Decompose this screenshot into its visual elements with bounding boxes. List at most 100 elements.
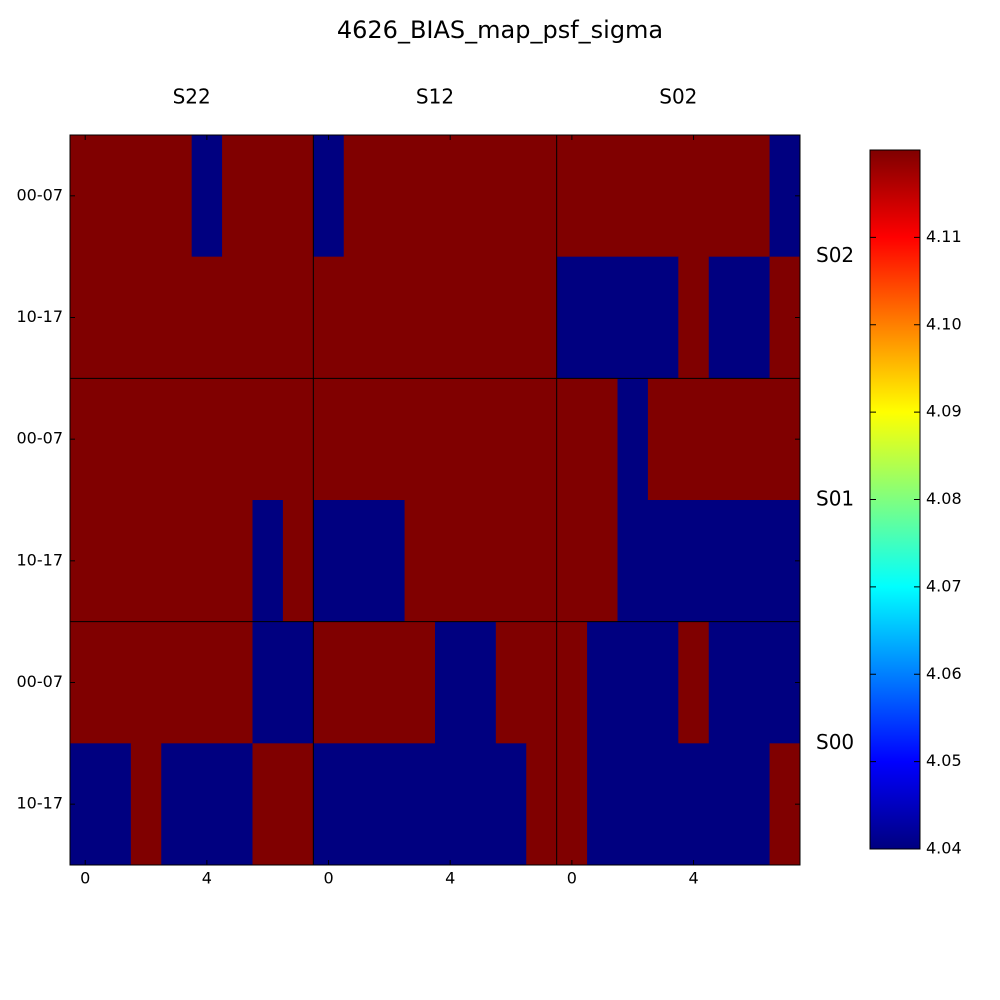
column-group-label: S12 [416,85,454,109]
colorbar-tick-label: 4.04 [926,839,962,858]
cell [161,256,193,379]
cell [739,378,771,501]
cell [526,743,558,866]
cell [100,500,132,623]
cell [556,378,588,501]
cell [435,378,466,501]
cell [617,500,649,623]
cell [161,621,193,744]
cell [465,500,497,623]
cell [313,621,345,744]
cell [313,500,345,623]
cell [252,621,284,744]
cell [130,135,162,258]
cell [161,743,193,866]
cell [282,500,314,623]
cell [708,256,740,379]
cell [647,621,679,744]
cell [374,500,406,623]
cell [252,743,284,866]
cell [587,256,618,379]
y-tick-label: 10-17 [17,794,64,813]
cell [495,743,527,866]
colorbar-tick-label: 4.07 [926,576,962,595]
cell [222,135,253,258]
cell [495,378,527,501]
row-group-label: S01 [816,487,854,511]
cell [343,500,375,623]
cell [252,378,284,501]
cell [161,135,193,258]
cell [404,378,436,501]
cell [556,135,588,258]
colorbar-tick-label: 4.05 [926,751,962,770]
row-group-label: S00 [816,730,854,754]
cell [465,378,497,501]
cell [282,621,314,744]
x-tick-label: 0 [567,869,577,888]
cell [161,378,193,501]
cell [617,256,649,379]
cell [313,378,345,501]
cell [191,500,223,623]
cell [708,743,740,866]
cell [130,621,162,744]
cell [556,743,588,866]
cell [343,378,375,501]
cell [587,621,618,744]
cell [191,378,223,501]
cell [556,256,588,379]
x-tick-label: 4 [202,869,212,888]
cell [374,743,406,866]
cell [617,621,649,744]
cell [191,256,223,379]
cell [678,378,710,501]
y-tick-label: 10-17 [17,307,64,326]
cell [495,256,527,379]
row-group-label: S02 [816,243,854,267]
y-tick-label: 00-07 [17,185,64,204]
cell [252,135,284,258]
cell [222,621,253,744]
cell [465,256,497,379]
cell [465,135,497,258]
cell [282,743,314,866]
cell [678,500,710,623]
cell [343,743,375,866]
y-tick-label: 00-07 [17,429,64,448]
colorbar-tick-label: 4.09 [926,402,962,421]
cell [678,743,710,866]
cell [70,500,101,623]
cell [587,135,618,258]
colorbar-tick-label: 4.10 [926,314,962,333]
cell [678,135,710,258]
cell [495,500,527,623]
cell [313,135,345,258]
cell [647,256,679,379]
cell [404,621,436,744]
cell [617,378,649,501]
cell [222,743,253,866]
cell [343,135,375,258]
cell [100,256,132,379]
y-tick-label: 00-07 [17,672,64,691]
x-tick-label: 0 [323,869,333,888]
cell [495,621,527,744]
cell [678,256,710,379]
colorbar [869,149,921,850]
column-group-label: S02 [659,85,697,109]
column-group-label: S22 [173,85,211,109]
cell [708,135,740,258]
cell [191,135,223,258]
cell [130,256,162,379]
cell [708,621,740,744]
cell [404,256,436,379]
cell [191,621,223,744]
cell [282,256,314,379]
cell [222,256,253,379]
cell [222,500,253,623]
cell [100,621,132,744]
cell [465,621,497,744]
cell [708,500,740,623]
